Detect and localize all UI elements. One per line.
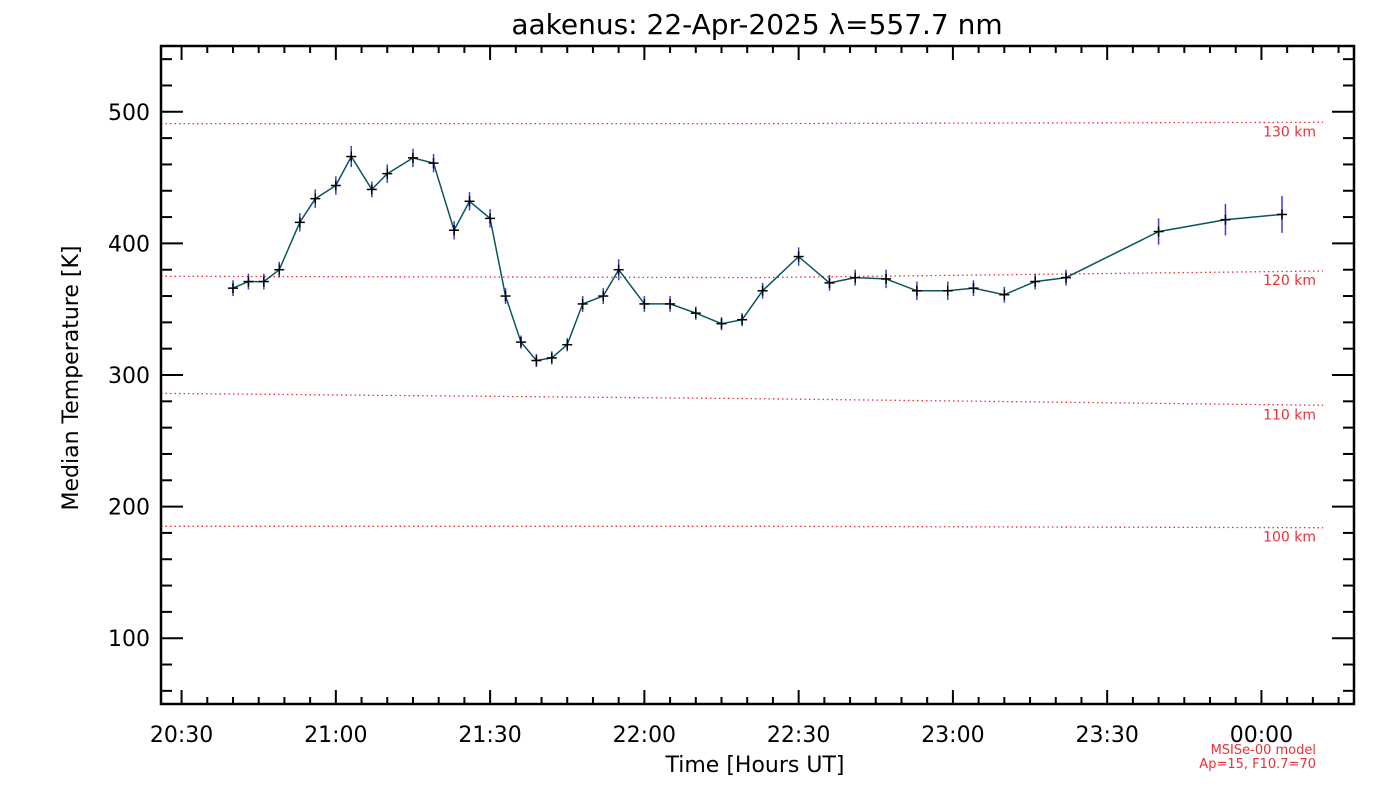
data-point bbox=[793, 251, 804, 262]
data-point bbox=[382, 168, 393, 179]
reference-line bbox=[160, 270, 1324, 279]
x-tick-label: 23:00 bbox=[921, 723, 984, 748]
y-tick-label: 100 bbox=[108, 627, 150, 652]
plot-frame bbox=[159, 44, 1356, 706]
data-series bbox=[227, 146, 1288, 368]
x-axis-label: Time [Hours UT] bbox=[665, 753, 845, 778]
data-point bbox=[500, 291, 511, 302]
data-point bbox=[274, 264, 285, 275]
data-point bbox=[757, 285, 768, 296]
reference-line-label: 120 km bbox=[1263, 273, 1316, 289]
data-point bbox=[258, 276, 269, 287]
data-point bbox=[968, 283, 979, 294]
data-point bbox=[737, 314, 748, 325]
data-point bbox=[1153, 226, 1164, 237]
reference-line bbox=[161, 525, 1324, 529]
data-point bbox=[881, 273, 892, 284]
x-tick-label: 23:30 bbox=[1075, 723, 1138, 748]
x-tick-label: 00:00 bbox=[1230, 723, 1293, 748]
data-point bbox=[942, 285, 953, 296]
data-point bbox=[1277, 209, 1288, 220]
data-point bbox=[850, 272, 861, 283]
reference-line-label: 130 km bbox=[1263, 124, 1316, 140]
reference-lines: 130 km 120 km 110 km 100 km bbox=[160, 121, 1324, 546]
data-point bbox=[346, 151, 357, 162]
data-point bbox=[911, 285, 922, 296]
data-point bbox=[690, 308, 701, 319]
data-point bbox=[428, 158, 439, 169]
y-tick-label: 300 bbox=[108, 364, 150, 389]
x-tick-label: 20:30 bbox=[150, 723, 213, 748]
series-line bbox=[232, 155, 1283, 362]
data-point bbox=[577, 298, 588, 309]
data-point bbox=[294, 217, 305, 228]
x-tick-label: 21:30 bbox=[458, 723, 521, 748]
data-point bbox=[366, 184, 377, 195]
reference-line bbox=[161, 121, 1324, 125]
data-point bbox=[598, 291, 609, 302]
data-point bbox=[449, 225, 460, 236]
data-point bbox=[515, 337, 526, 348]
y-tick-label: 500 bbox=[108, 101, 150, 126]
reference-line-label: 100 km bbox=[1263, 530, 1316, 546]
data-point bbox=[665, 298, 676, 309]
data-point bbox=[407, 152, 418, 163]
axis-ticks: 20:30 21:00 21:30 22:00 22:30 23:00 23:30 00:00… bbox=[108, 46, 1354, 748]
data-point bbox=[464, 196, 475, 207]
data-point bbox=[1061, 272, 1072, 283]
data-point bbox=[310, 193, 321, 204]
x-tick-label: 21:00 bbox=[304, 723, 367, 748]
model-note: MSISe-00 model bbox=[1211, 743, 1316, 758]
x-tick-label: 22:00 bbox=[613, 723, 676, 748]
data-point bbox=[639, 298, 650, 309]
y-tick-label: 400 bbox=[108, 232, 150, 257]
y-tick-label: 200 bbox=[108, 496, 150, 521]
data-point bbox=[485, 213, 496, 224]
data-point bbox=[330, 180, 341, 191]
model-params-note: Ap=15, F10.7=70 bbox=[1199, 757, 1316, 772]
x-tick-label: 22:30 bbox=[767, 723, 830, 748]
data-point bbox=[1220, 214, 1231, 225]
data-point bbox=[1030, 276, 1041, 287]
data-point bbox=[562, 339, 573, 350]
reference-line-label: 110 km bbox=[1263, 407, 1316, 423]
data-point bbox=[531, 355, 542, 366]
data-point bbox=[227, 283, 238, 294]
data-point bbox=[613, 264, 624, 275]
data-point bbox=[716, 318, 727, 329]
data-point bbox=[824, 277, 835, 288]
data-point bbox=[999, 289, 1010, 300]
data-point bbox=[243, 276, 254, 287]
y-axis-label: Median Temperature [K] bbox=[59, 246, 84, 511]
data-point bbox=[546, 352, 557, 363]
chart-title: aakenus: 22-Apr-2025 λ=557.7 nm bbox=[511, 8, 1002, 41]
reference-line bbox=[160, 392, 1324, 406]
